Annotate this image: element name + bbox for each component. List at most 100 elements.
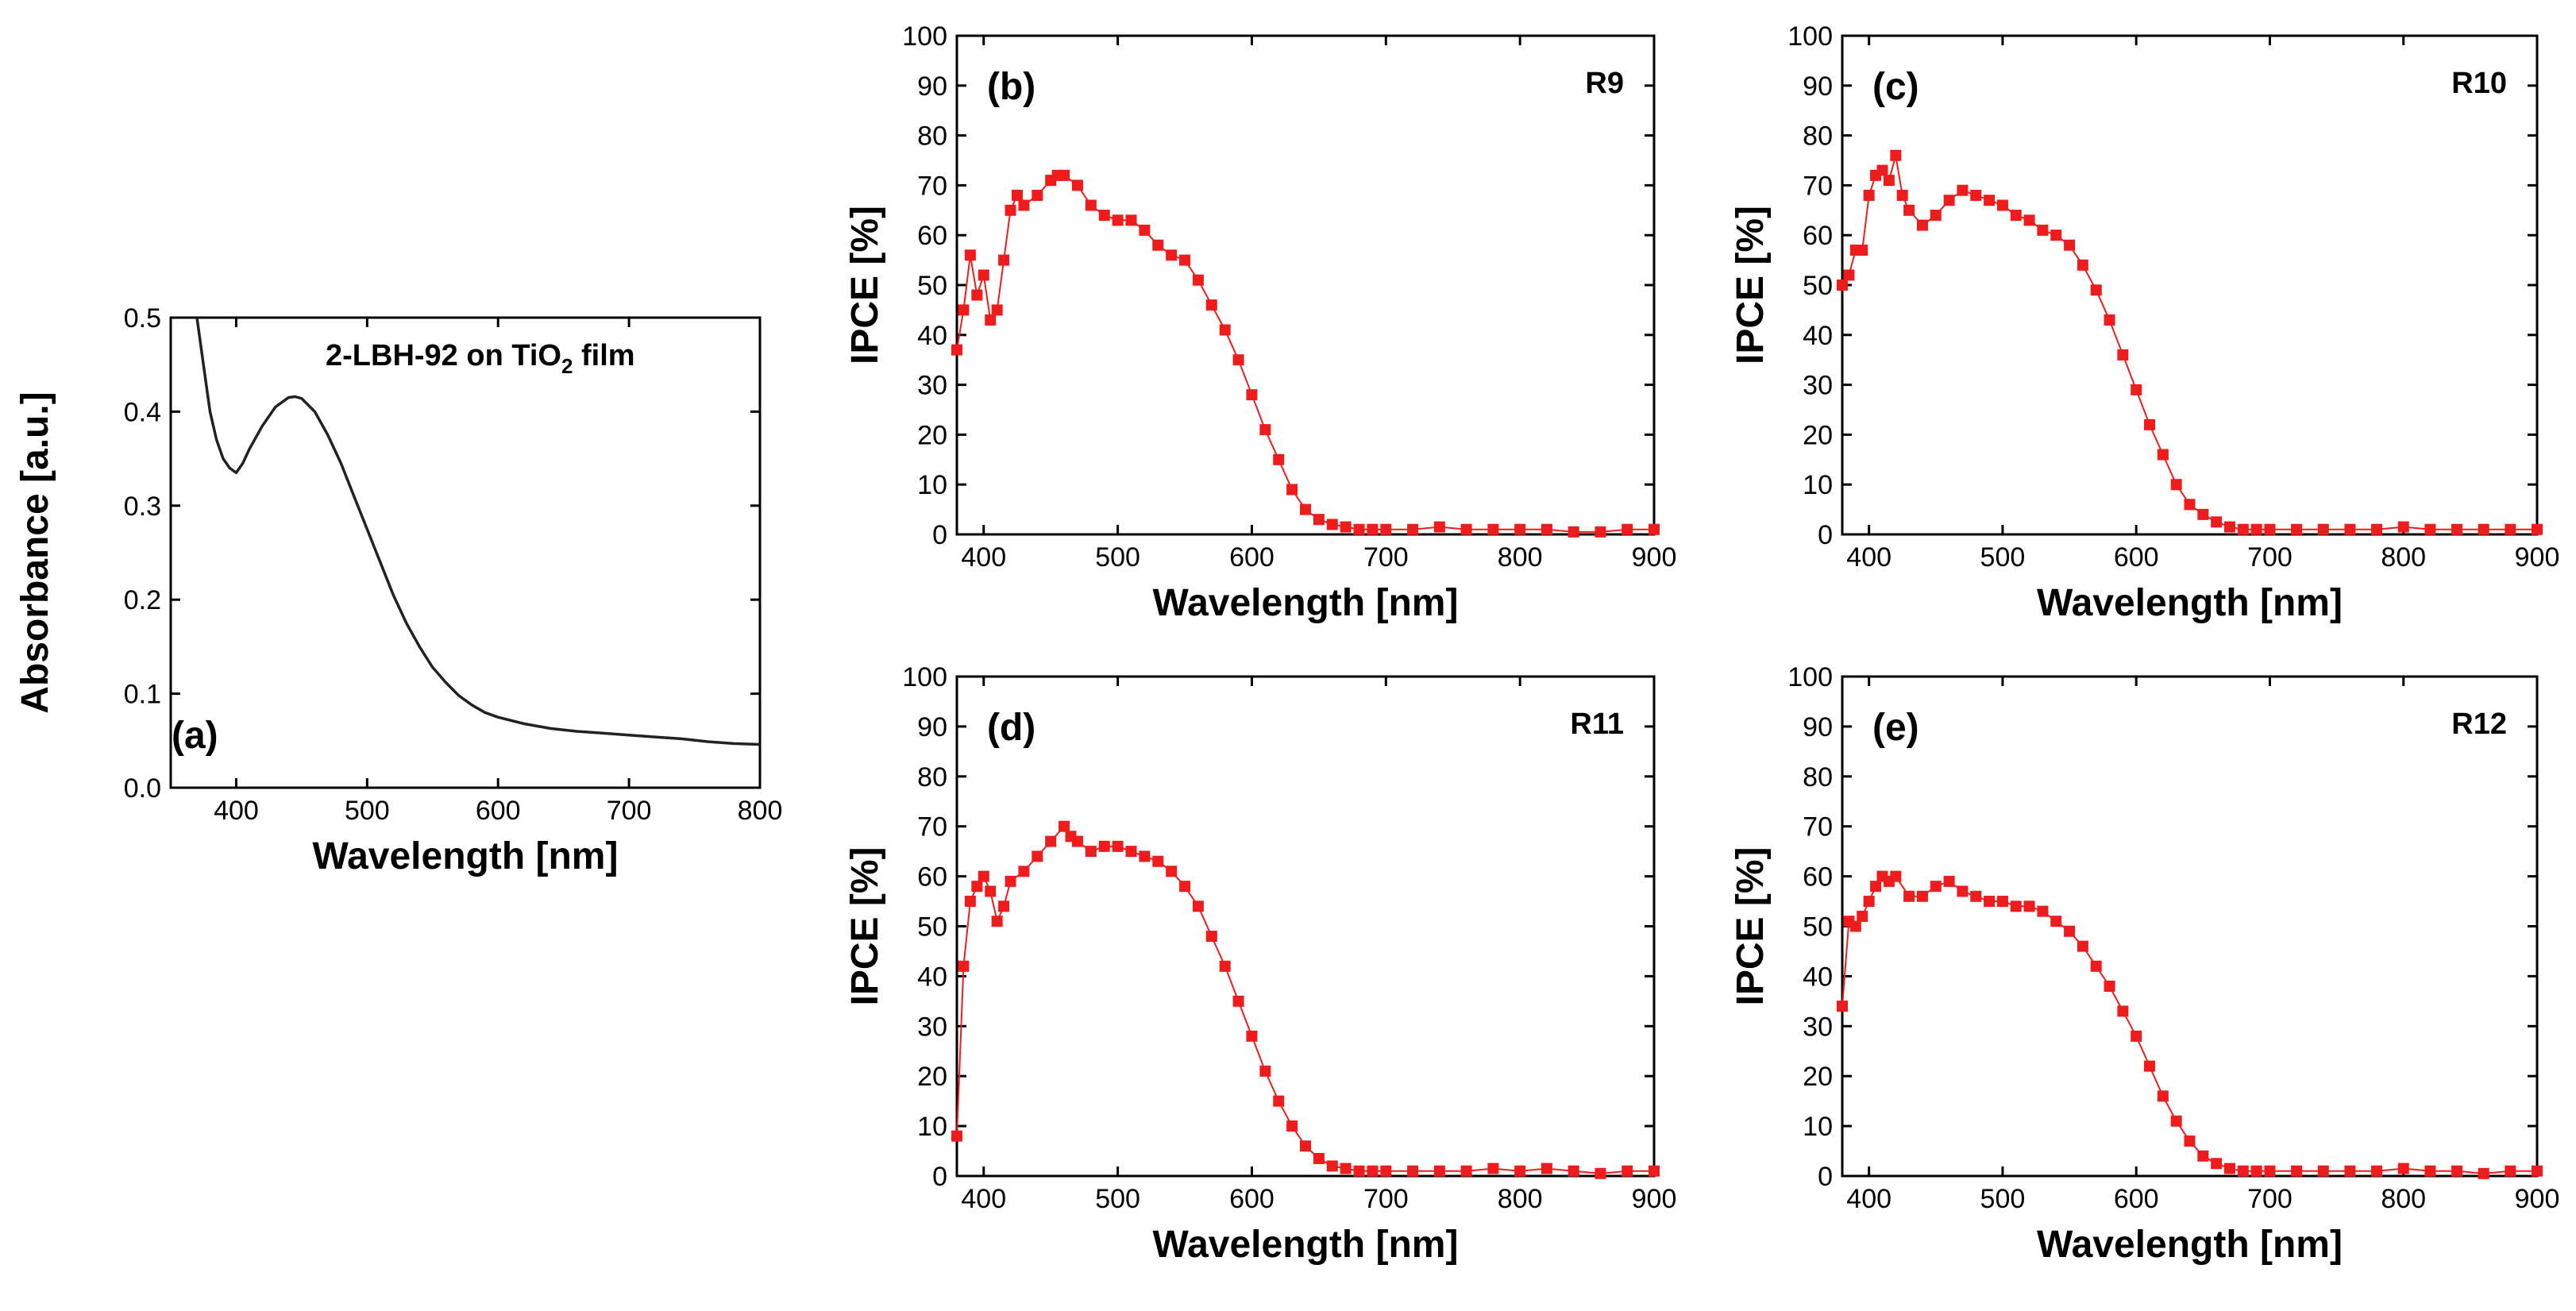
annotation-main: 2-LBH-92 on TiO: [326, 339, 561, 372]
ipce-data-point: [1219, 960, 1231, 972]
y-tick-label: 0.4: [124, 397, 161, 427]
panel-label: (d): [987, 707, 1035, 749]
ipce-data-point: [1890, 149, 1902, 161]
x-axis-title: Wavelength [nm]: [313, 835, 619, 877]
ipce-data-point: [1649, 523, 1660, 535]
ipce-data-point: [1649, 1165, 1660, 1177]
y-tick-label: 70: [1803, 812, 1833, 843]
ipce-data-point: [2532, 523, 2543, 535]
y-tick-label: 50: [917, 912, 947, 943]
ipce-data-point: [1514, 1165, 1526, 1177]
x-tick-label: 800: [1498, 542, 1543, 573]
ipce-data-point: [2237, 523, 2249, 535]
x-axis-title: Wavelength [nm]: [2037, 582, 2343, 624]
ipce-data-point: [1071, 179, 1083, 191]
y-tick-label: 20: [917, 420, 947, 450]
y-tick-label: 70: [917, 812, 947, 843]
ipce-data-point: [2010, 210, 2022, 222]
ipce-data-point: [1166, 249, 1178, 261]
ipce-data-point: [1273, 453, 1285, 465]
ipce-data-point: [1916, 890, 1928, 902]
y-tick-label: 60: [917, 221, 947, 251]
y-tick-label: 100: [902, 662, 947, 692]
ipce-data-point: [991, 916, 1003, 927]
ipce-data-point: [2211, 516, 2223, 528]
x-tick-label: 900: [1632, 542, 1677, 573]
ipce-data-point: [1970, 189, 1982, 201]
ipce-data-point: [2264, 1165, 2276, 1177]
ipce-data-point: [1433, 521, 1445, 533]
ipce-data-point: [2197, 508, 2209, 520]
x-tick-label: 900: [2515, 542, 2560, 573]
ipce-data-point: [2077, 940, 2088, 952]
x-tick-label: 900: [1632, 1184, 1677, 1214]
x-tick-label: 800: [2381, 542, 2426, 573]
ipce-data-point: [1011, 189, 1023, 201]
ipce-data-point: [2144, 418, 2156, 430]
ipce-data-point: [2451, 523, 2463, 535]
ipce-data-point: [1340, 1163, 1352, 1174]
ipce-line: [956, 825, 1654, 1174]
x-axis-title: Wavelength [nm]: [1153, 582, 1459, 624]
y-tick-label: 30: [1803, 1012, 1833, 1042]
ipce-data-point: [1857, 245, 1868, 256]
ipce-data-point: [1514, 523, 1526, 535]
y-tick-label: 30: [917, 371, 947, 401]
x-tick-label: 700: [2247, 1184, 2293, 1214]
ipce-data-point: [2170, 1115, 2182, 1127]
ipce-data-point: [1460, 523, 1472, 535]
y-tick-label: 10: [1803, 1112, 1833, 1142]
y-tick-label: 60: [917, 862, 947, 893]
x-tick-label: 600: [1229, 542, 1275, 573]
ipce-data-point: [2397, 521, 2409, 533]
ipce-data-point: [1125, 846, 1137, 858]
sample-annotation: 2-LBH-92 on TiO2 film: [326, 339, 635, 378]
ipce-data-point: [1367, 1165, 1379, 1177]
ipce-data-point: [1996, 199, 2008, 211]
ipce-data-point: [2197, 1150, 2209, 1162]
ipce-data-point: [1568, 526, 1579, 538]
panel-b: 400 500 600 700 800 900 0 10 20 30 40 50 60 70 80 90 100…: [844, 21, 1676, 624]
panel-label: (b): [987, 66, 1035, 108]
ipce-data-point: [971, 289, 983, 301]
ipce-data-point: [951, 344, 962, 356]
ipce-data-point: [1340, 521, 1352, 533]
ipce-data-point: [2264, 523, 2276, 535]
ipce-data-point: [998, 254, 1010, 266]
ipce-data-point: [2371, 1165, 2383, 1177]
ipce-data-point: [978, 269, 989, 281]
ipce-data-point: [1957, 184, 1969, 196]
ipce-data-point: [1849, 920, 1861, 932]
y-tick-label: 0.3: [124, 492, 161, 522]
ipce-data-point: [1192, 900, 1204, 912]
ipce-data-point: [2505, 1165, 2516, 1177]
ipce-data-point: [958, 304, 970, 316]
ipce-data-point: [1071, 835, 1083, 847]
y-tick-label: 0.1: [124, 680, 161, 710]
plot-frame: [1841, 34, 2539, 536]
ipce-data-point: [1018, 199, 1030, 211]
ipce-data-point: [2131, 384, 2142, 395]
x-axis-title: Wavelength [nm]: [2037, 1224, 2343, 1266]
ipce-data-point: [1246, 389, 1258, 401]
ipce-data-point: [1890, 870, 1902, 882]
ipce-data-point: [1152, 855, 1164, 867]
ipce-data-point: [1045, 835, 1057, 847]
ipce-data-point: [991, 304, 1003, 316]
ipce-data-point: [2451, 1165, 2463, 1177]
ipce-data-point: [1984, 195, 1996, 206]
y-tick-label: 30: [917, 1012, 947, 1042]
x-axis-title: Wavelength [nm]: [1153, 1224, 1459, 1266]
ipce-data-point: [1179, 254, 1191, 266]
ipce-data-point: [1903, 890, 1915, 902]
y-tick-label: 60: [1803, 221, 1833, 251]
plot-frame: [1841, 675, 2539, 1178]
ipce-data-point: [2211, 1158, 2223, 1170]
ipce-data-point: [2250, 1165, 2262, 1177]
ipce-data-point: [1259, 424, 1271, 436]
y-tick-label: 50: [1803, 912, 1833, 943]
y-tick-label: 100: [1787, 21, 1833, 52]
ipce-data-point: [2117, 1005, 2129, 1017]
ipce-data-point: [978, 870, 989, 882]
ipce-data-point: [985, 885, 997, 897]
